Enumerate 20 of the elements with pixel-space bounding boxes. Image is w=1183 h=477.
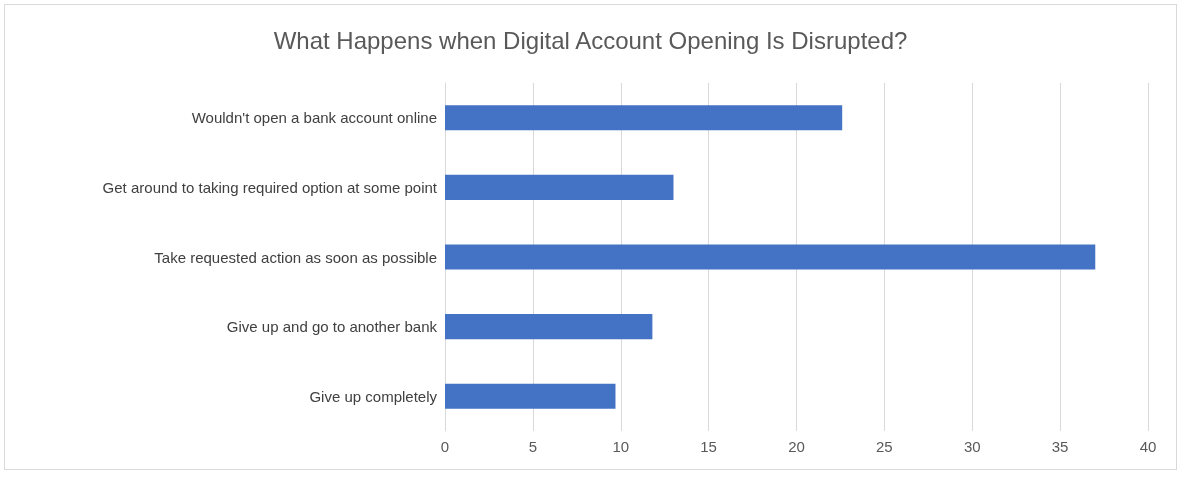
- y-tick-label: Give up completely: [309, 387, 438, 405]
- x-tick-label: 15: [700, 438, 717, 455]
- x-tick-label: 40: [1139, 438, 1157, 455]
- x-tick-label: 20: [788, 438, 805, 455]
- y-tick-label: Take requested action as soon as possible: [154, 248, 437, 266]
- bar: [445, 244, 1096, 270]
- y-tick-label: Get around to taking required option at some point: [102, 178, 438, 196]
- x-tick-label: 10: [612, 438, 630, 455]
- bar: [445, 314, 653, 340]
- x-tick-label: 35: [1051, 438, 1069, 455]
- x-tick-label: 5: [528, 438, 538, 455]
- bar: [445, 105, 843, 131]
- x-tick-label: 25: [876, 438, 893, 455]
- x-tick-label: 30: [963, 438, 981, 455]
- bar: [445, 174, 674, 200]
- chart-title: What Happens when Digital Account Opening Is Disrupted?: [273, 26, 908, 54]
- bar: [445, 383, 616, 409]
- y-tick-label: Give up and go to another bank: [226, 318, 438, 336]
- x-tick-label: 0: [440, 438, 450, 455]
- y-tick-label: Wouldn't open a bank account online: [191, 109, 437, 127]
